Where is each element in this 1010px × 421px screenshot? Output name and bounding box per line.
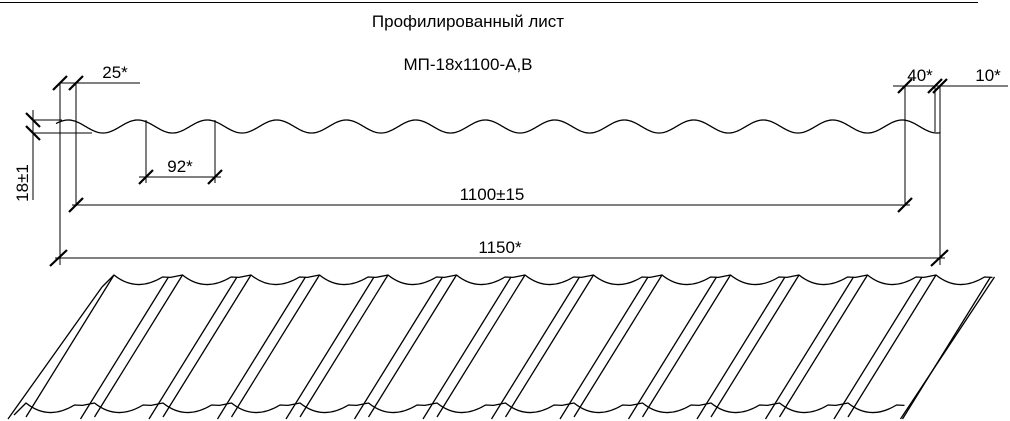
isometric-trough-line bbox=[559, 276, 649, 420]
isometric-trough-line bbox=[627, 276, 718, 420]
tick-edge-right-a bbox=[897, 78, 913, 94]
isometric-left-edge bbox=[7, 286, 103, 420]
isometric-trough-line bbox=[764, 276, 855, 420]
isometric-trough-line bbox=[148, 276, 238, 420]
isometric-crest-line bbox=[367, 274, 458, 418]
tick-working-width-b bbox=[897, 197, 913, 213]
isometric-crest-line bbox=[162, 274, 252, 418]
isometric-bottom-edge bbox=[13, 402, 905, 416]
isometric-crest-line bbox=[436, 274, 526, 418]
isometric-crest-line bbox=[230, 274, 321, 418]
isometric-crest-line bbox=[504, 274, 595, 418]
isometric-trough-line bbox=[833, 276, 923, 420]
dim-label-overall-width: 1150* bbox=[478, 238, 522, 257]
isometric-trough-line bbox=[285, 276, 375, 420]
tick-height-a bbox=[25, 112, 41, 128]
isometric-top-edge bbox=[101, 274, 993, 288]
drawing-subtitle: МП-18х1100-А,В bbox=[403, 55, 532, 74]
isometric-crest-line bbox=[847, 274, 937, 418]
isometric-trough-line bbox=[353, 276, 444, 420]
tick-edge-end-a bbox=[927, 78, 943, 94]
tick-overall-width-b bbox=[930, 249, 949, 267]
isometric-sheet-view bbox=[7, 274, 996, 420]
isometric-trough-line bbox=[901, 276, 992, 420]
dim-label-working-width: 1100±15 bbox=[460, 185, 525, 204]
drawing-title: Профилированный лист bbox=[372, 12, 564, 31]
tick-height-b bbox=[25, 125, 41, 141]
tick-overall-width-a bbox=[49, 249, 68, 267]
dim-label-edge-end: 10* bbox=[975, 66, 1001, 85]
tick-pitch-b bbox=[207, 169, 223, 185]
isometric-right-edge bbox=[899, 276, 996, 420]
isometric-crest-line bbox=[299, 274, 389, 418]
isometric-trough-line bbox=[216, 276, 307, 420]
isometric-trough-line bbox=[422, 276, 512, 420]
dim-label-edge-right: 40* bbox=[907, 66, 933, 85]
tick-edge-left-b bbox=[68, 75, 84, 91]
isometric-trough-line bbox=[696, 276, 786, 420]
tick-working-width-a bbox=[68, 197, 84, 213]
isometric-trough-line bbox=[490, 276, 581, 420]
isometric-crest-line bbox=[25, 274, 115, 418]
isometric-crest-line bbox=[710, 274, 800, 418]
isometric-crest-line bbox=[778, 274, 869, 418]
isometric-crest-line bbox=[93, 274, 184, 418]
dim-label-pitch: 92* bbox=[167, 157, 193, 176]
isometric-trough-line bbox=[79, 276, 170, 420]
tick-edge-end-b bbox=[932, 78, 948, 94]
dim-label-edge-left: 25* bbox=[102, 63, 128, 82]
dim-label-height: 18±1 bbox=[13, 164, 32, 202]
isometric-crest-line bbox=[641, 274, 732, 418]
tick-pitch-a bbox=[138, 169, 154, 185]
tick-edge-left-a bbox=[52, 75, 68, 91]
isometric-crest-line bbox=[573, 274, 663, 418]
profile-cross-section bbox=[55, 119, 941, 134]
